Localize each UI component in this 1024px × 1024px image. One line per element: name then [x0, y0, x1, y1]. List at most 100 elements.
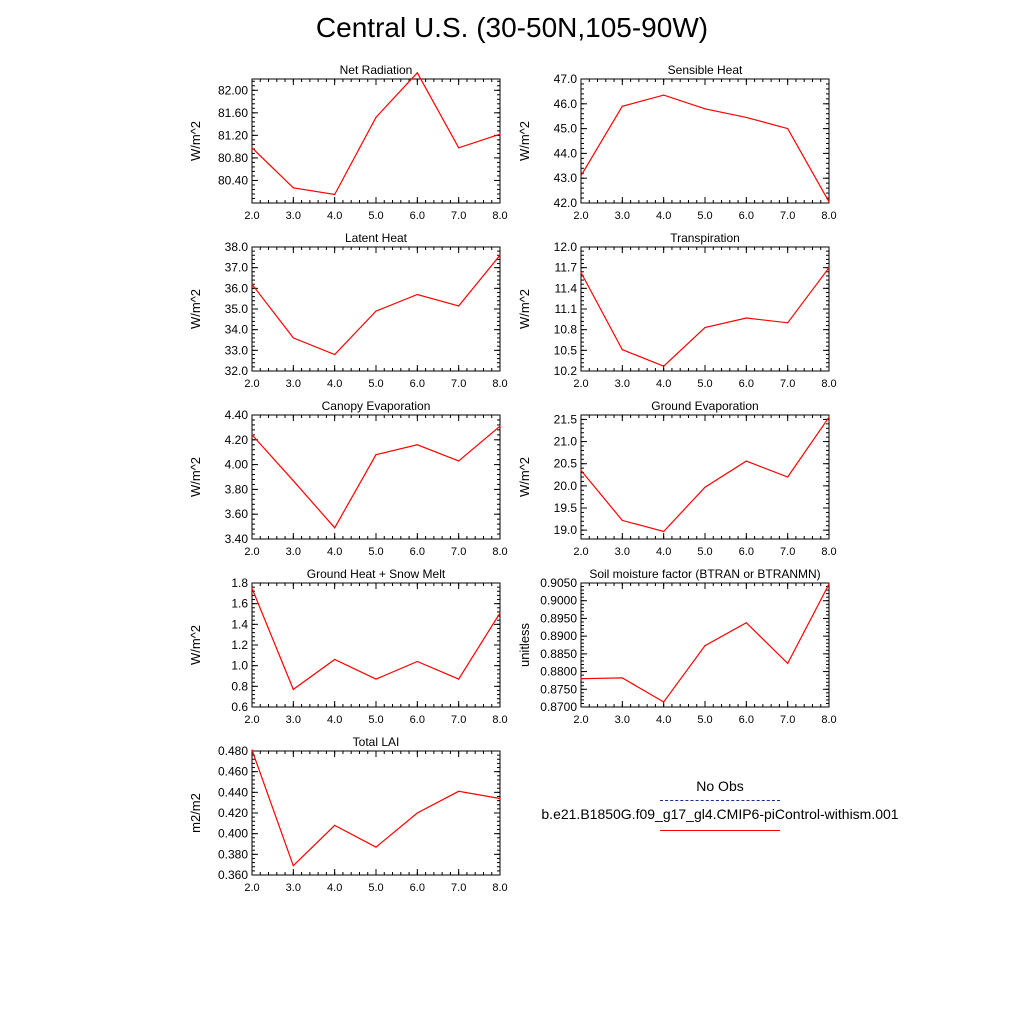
- series-line: [251, 254, 501, 356]
- series-line: [251, 425, 501, 529]
- data-point: [334, 824, 336, 827]
- data-point: [704, 108, 706, 110]
- y-tick-label: 0.8750: [540, 682, 577, 696]
- x-tick-label: 7.0: [451, 882, 466, 894]
- chart-panel-4: 2.0 3.0 4.0 5.0 6.0 7.0 8.0 3.40 3.60 3.80 4.00 4.2…: [188, 399, 508, 558]
- y-tick-label: 19.0: [554, 523, 578, 537]
- data-point: [334, 353, 336, 356]
- y-tick-label: 0.9000: [540, 594, 577, 608]
- x-tick-label: 7.0: [451, 714, 466, 726]
- x-tick-label: 2.0: [244, 714, 259, 726]
- y-tick-label: 20.0: [554, 479, 578, 493]
- data-point: [458, 305, 460, 307]
- data-point: [458, 790, 460, 792]
- x-tick-label: 4.0: [656, 546, 671, 558]
- y-tick-label: 11.7: [555, 261, 578, 275]
- data-point: [251, 434, 253, 436]
- chart-panel-6: 2.0 3.0 4.0 5.0 6.0 7.0 8.0 0.6 0.8 1.0 1.2 1.4 1.6 1…: [188, 567, 508, 726]
- chart-panel-0: 2.0 3.0 4.0 5.0 6.0 7.0 8.0 80.40 80.80 81.20 81.6…: [188, 63, 508, 222]
- y-tick-label: 10.8: [554, 323, 578, 337]
- data-point: [416, 72, 418, 74]
- y-tick-label: 3.80: [225, 482, 249, 496]
- plot-frame: [251, 246, 501, 372]
- data-point: [416, 293, 418, 296]
- y-tick-label: 1.2: [231, 638, 248, 652]
- y-tick-label: 0.380: [218, 847, 248, 861]
- x-tick-label: 8.0: [492, 546, 507, 558]
- y-tick-label: 38.0: [225, 240, 249, 254]
- panel-title: Total LAI: [353, 735, 400, 749]
- y-tick-label: 46.0: [554, 97, 578, 111]
- chart-panel-8: 2.0 3.0 4.0 5.0 6.0 7.0 8.0 0.360 0.380 0.400 0.42…: [188, 735, 508, 894]
- y-tick-label: 43.0: [554, 171, 578, 185]
- legend-obs-label: No Obs: [696, 778, 744, 794]
- y-tick-label: 21.5: [554, 412, 578, 426]
- chart-panel-1: 2.0 3.0 4.0 5.0 6.0 7.0 8.0 42.0 43.0 44.0 45.0 46.…: [517, 63, 837, 222]
- y-tick-label: 34.0: [225, 323, 249, 337]
- y-tick-label: 0.400: [218, 827, 248, 841]
- data-point: [745, 622, 747, 624]
- chart-panel-7: 2.0 3.0 4.0 5.0 6.0 7.0 8.0 0.8700 0.8750 0.8800 0…: [517, 567, 837, 726]
- x-tick-label: 2.0: [244, 546, 259, 558]
- panel-title: Sensible Heat: [668, 63, 743, 77]
- x-tick-label: 5.0: [368, 210, 383, 222]
- x-tick-label: 4.0: [656, 210, 671, 222]
- series-line: [251, 587, 501, 691]
- x-tick-label: 4.0: [656, 378, 671, 390]
- x-tick-label: 6.0: [739, 378, 754, 390]
- data-point: [334, 193, 336, 196]
- series-line: [580, 94, 830, 203]
- y-tick-label: 81.20: [218, 128, 248, 142]
- data-point: [828, 201, 830, 203]
- data-point: [416, 660, 418, 663]
- y-tick-label: 0.480: [218, 744, 248, 758]
- data-point: [621, 677, 623, 679]
- legend-model-label: b.e21.B1850G.f09_g17_gl4.CMIP6-piControl…: [541, 806, 899, 822]
- x-tick-label: 4.0: [656, 714, 671, 726]
- y-tick-label: 0.8950: [540, 611, 577, 625]
- x-tick-label: 7.0: [451, 546, 466, 558]
- y-tick-label: 82.00: [218, 83, 248, 97]
- panel-title: Ground Evaporation: [651, 399, 758, 413]
- y-tick-label: 19.5: [554, 501, 578, 515]
- panel-title: Ground Heat + Snow Melt: [307, 567, 446, 581]
- data-point: [375, 846, 377, 848]
- y-tick-label: 11.4: [555, 281, 578, 295]
- data-point: [416, 812, 418, 814]
- y-tick-label: 21.0: [554, 435, 578, 449]
- y-tick-label: 80.80: [218, 151, 248, 165]
- series-line: [251, 749, 501, 867]
- x-tick-label: 7.0: [780, 714, 795, 726]
- y-tick-label: 80.40: [218, 173, 248, 187]
- chart-panel-3: 2.0 3.0 4.0 5.0 6.0 7.0 8.0 10.2 10.5 10.8 11.1 11.…: [517, 231, 837, 390]
- data-point: [416, 444, 418, 446]
- data-point: [292, 480, 294, 482]
- y-tick-label: 3.40: [225, 532, 249, 546]
- x-tick-label: 3.0: [615, 210, 630, 222]
- data-point: [499, 612, 501, 614]
- x-tick-label: 8.0: [492, 714, 507, 726]
- x-tick-label: 4.0: [327, 714, 342, 726]
- y-tick-label: 3.60: [225, 507, 249, 521]
- x-tick-label: 7.0: [780, 378, 795, 390]
- data-point: [499, 425, 501, 427]
- data-point: [580, 678, 582, 680]
- data-point: [663, 94, 665, 96]
- y-axis-label: W/m^2: [517, 289, 532, 329]
- x-tick-label: 4.0: [327, 210, 342, 222]
- x-tick-label: 6.0: [410, 882, 425, 894]
- data-point: [787, 322, 789, 324]
- x-tick-label: 2.0: [573, 546, 588, 558]
- data-point: [580, 271, 582, 274]
- plot-frame: [251, 750, 501, 876]
- panel-title: Canopy Evaporation: [322, 399, 431, 413]
- plot-frame: [580, 78, 830, 204]
- x-tick-label: 6.0: [739, 546, 754, 558]
- y-tick-label: 11.1: [555, 302, 578, 316]
- y-tick-label: 1.4: [231, 617, 248, 631]
- x-tick-label: 3.0: [286, 210, 301, 222]
- data-point: [580, 175, 582, 177]
- data-point: [499, 254, 501, 256]
- x-tick-label: 6.0: [739, 714, 754, 726]
- y-tick-label: 35.0: [225, 302, 249, 316]
